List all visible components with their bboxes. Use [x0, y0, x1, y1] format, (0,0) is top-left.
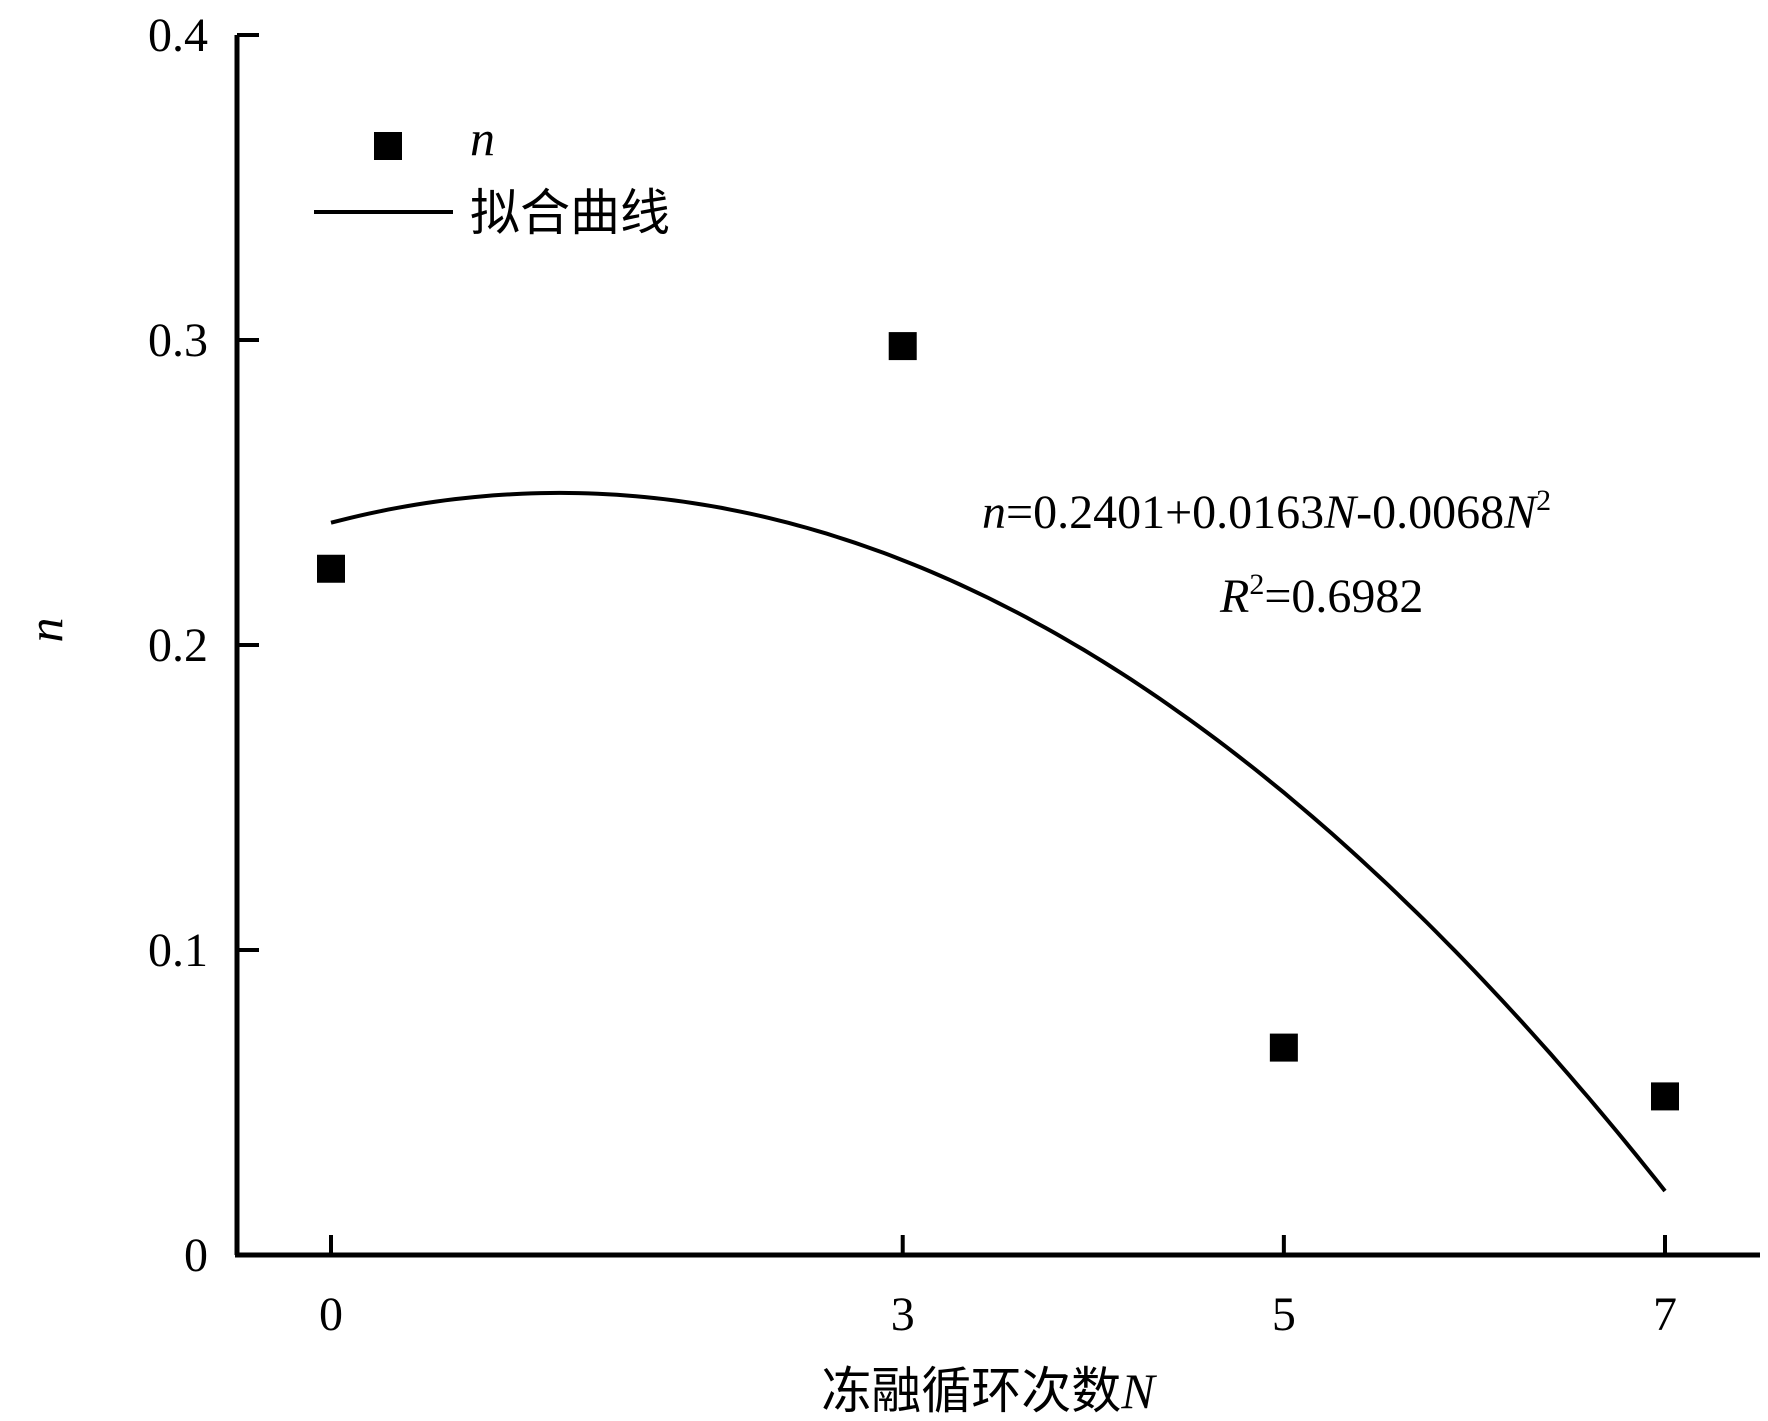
y-tick-label: 0.3: [148, 314, 208, 367]
axes: [234, 35, 1760, 1258]
data-points: [317, 332, 1679, 1111]
x-tick-label: 5: [1272, 1288, 1296, 1341]
legend: n 拟合曲线: [314, 110, 670, 242]
x-ticks: 0 3 5 7: [319, 1235, 1677, 1341]
r-squared-annotation: R2=0.6982: [1219, 568, 1423, 623]
equation-annotation: n=0.2401+0.0163N-0.0068N2: [982, 484, 1551, 539]
y-tick-label: 0: [184, 1229, 208, 1282]
y-tick-label: 0.4: [148, 9, 208, 62]
x-axis-label: 冻融循环次数N: [821, 1362, 1157, 1420]
x-tick-label: 7: [1653, 1288, 1677, 1341]
x-tick-label: 3: [891, 1288, 915, 1341]
legend-marker-n: [374, 132, 402, 160]
y-ticks: 0 0.1 0.2 0.3 0.4: [148, 9, 259, 1282]
legend-label-n: n: [470, 110, 495, 166]
data-point: [317, 554, 345, 583]
legend-label-fit: 拟合曲线: [470, 184, 670, 242]
y-axis-label: n: [17, 618, 73, 643]
data-point: [888, 332, 917, 361]
fit-curve-line: [330, 490, 1667, 1193]
data-point: [1269, 1033, 1298, 1062]
y-tick-label: 0.1: [148, 924, 208, 977]
x-tick-label: 0: [319, 1288, 343, 1341]
data-point: [1651, 1082, 1679, 1111]
y-tick-label: 0.2: [148, 619, 208, 672]
